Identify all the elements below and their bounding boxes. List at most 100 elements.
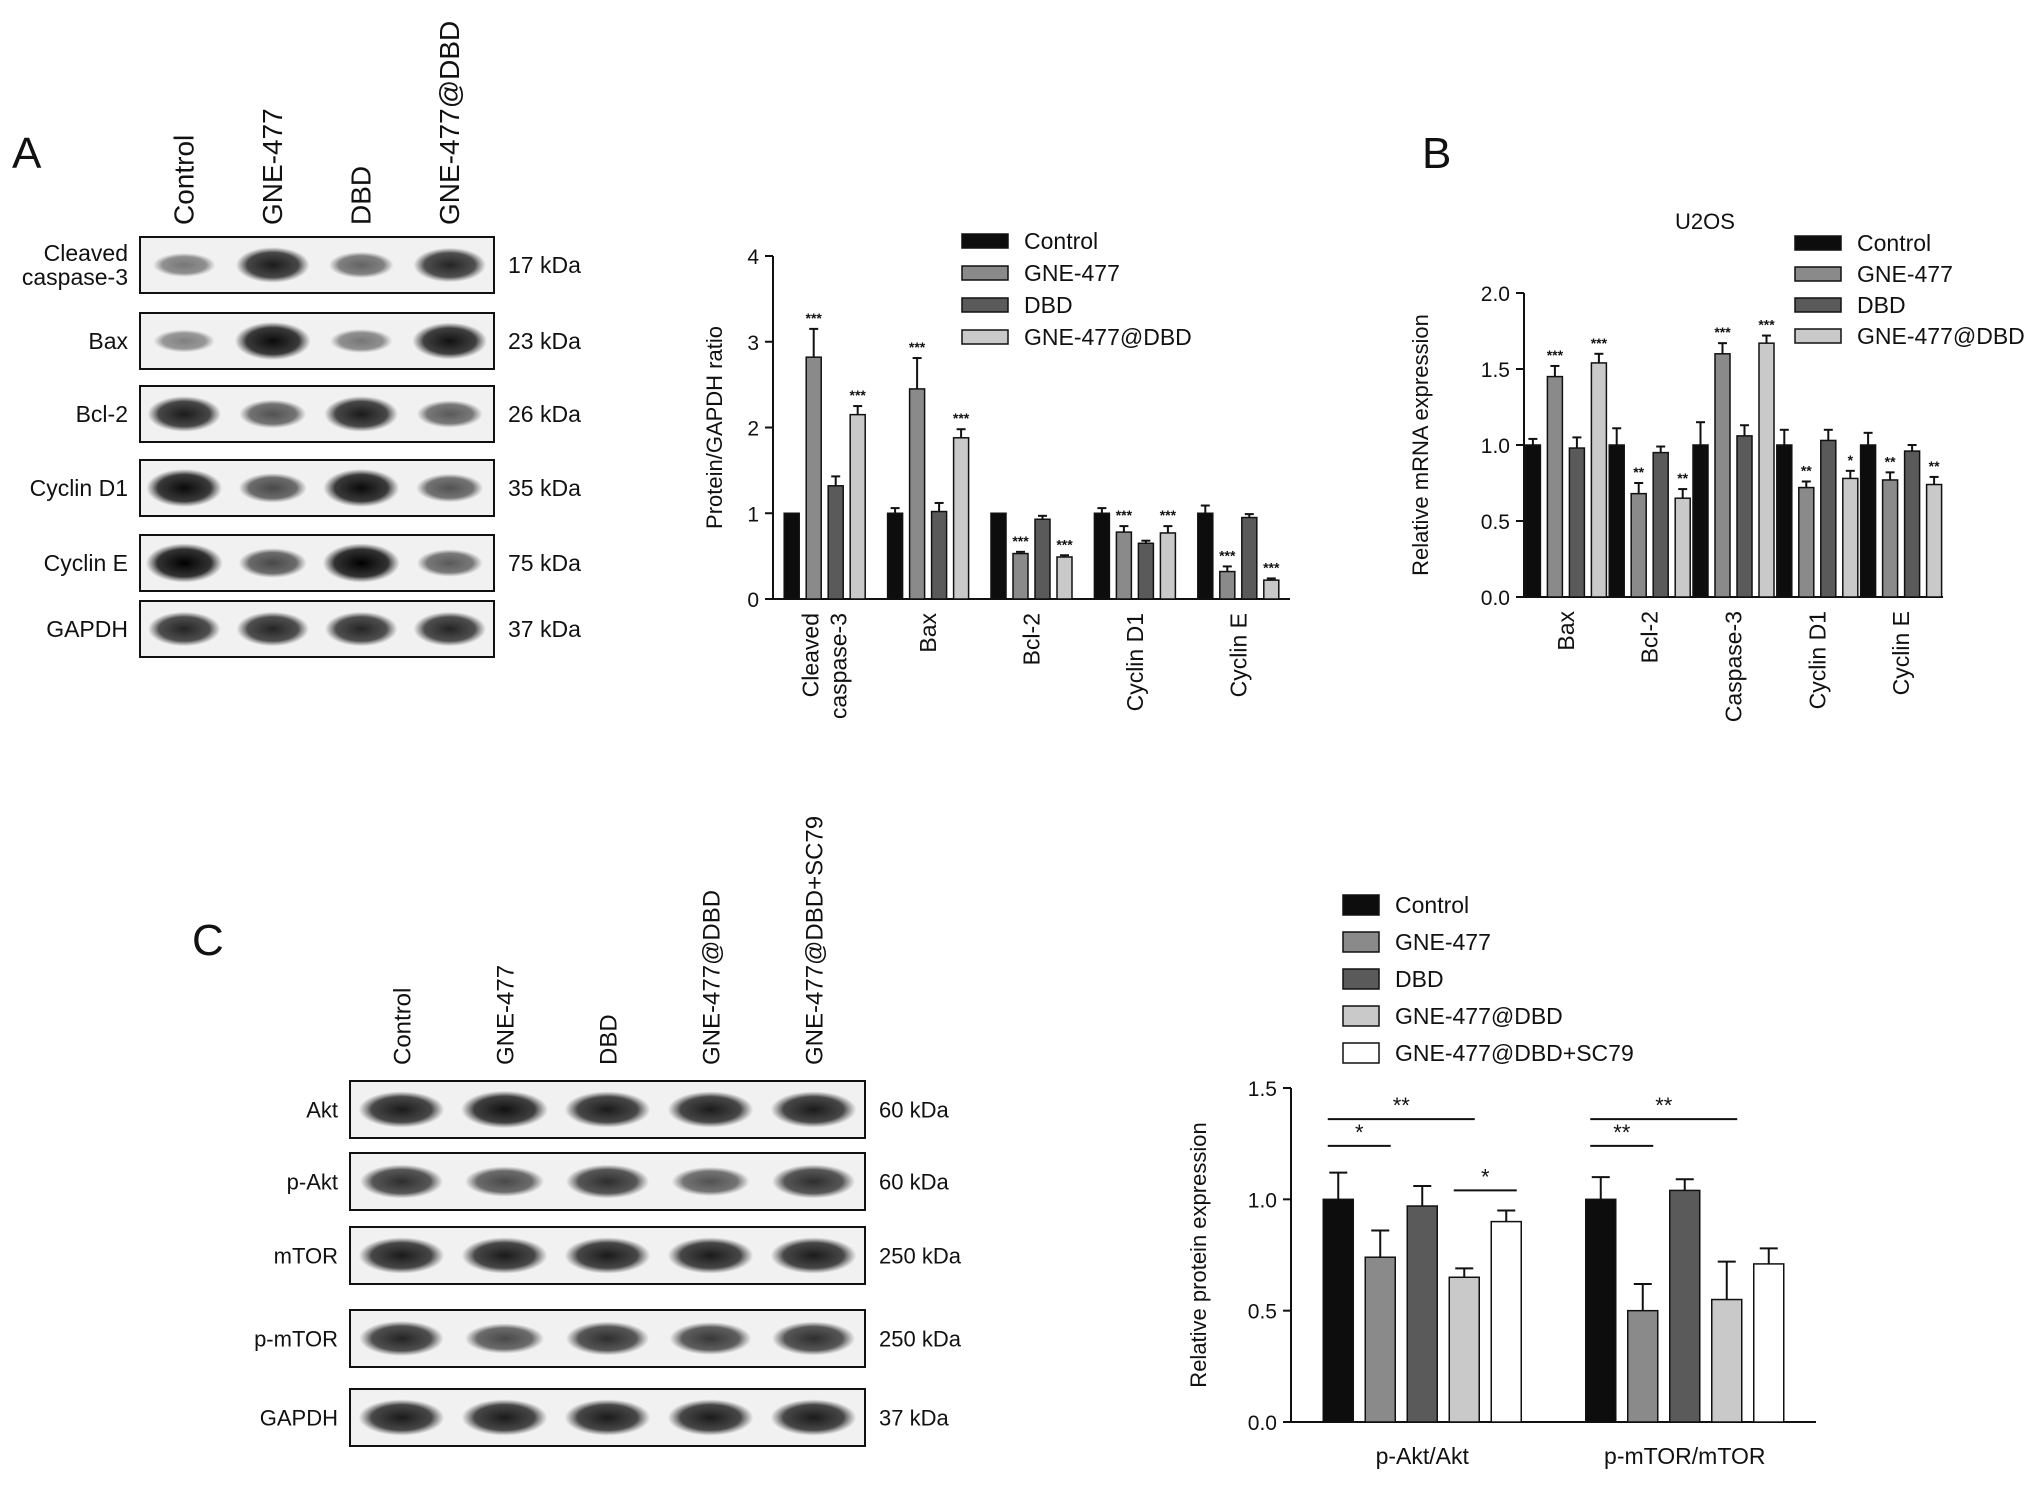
- significance-label: **: [1633, 464, 1644, 480]
- blot-band: [464, 1166, 545, 1197]
- bar-GNE-477@DBD: [1448, 1276, 1480, 1423]
- blot-kda-label: 17 kDa: [508, 252, 581, 278]
- blot-row-label: Cyclin D1: [30, 475, 128, 501]
- bar-GNE-477: [1881, 479, 1899, 598]
- legend-label: Control: [1395, 892, 1469, 918]
- significance-label: ***: [1591, 335, 1608, 351]
- blot-band: [358, 1091, 445, 1128]
- blot-band: [413, 247, 487, 283]
- bar-GNE-477@DBD: [1842, 477, 1859, 598]
- blot-lane-label: DBD: [596, 1014, 623, 1065]
- western-blot-a: Control GNE-477 DBD GNE-477@DBD Cleavedcaspa…: [22, 21, 581, 658]
- bar-Control: [783, 512, 800, 600]
- significance-label: **: [1801, 462, 1812, 478]
- legend-label: GNE-477: [1024, 260, 1120, 286]
- legend-label: DBD: [1024, 292, 1073, 318]
- legend-label: GNE-477@DBD+SC79: [1395, 1040, 1634, 1066]
- bracket-label: **: [1655, 1093, 1673, 1118]
- bar-GNE-477@DBD: [1674, 497, 1691, 598]
- y-tick-label: 1: [747, 503, 759, 526]
- legend-swatch: [1794, 235, 1842, 251]
- bar-GNE-477@DBD+SC79: [1490, 1220, 1522, 1423]
- legend-swatch: [1342, 931, 1380, 953]
- legend-swatch: [1794, 266, 1842, 282]
- blot-kda-label: 250 kDa: [879, 1244, 962, 1269]
- blot-band: [771, 1164, 856, 1199]
- y-tick-label: 1.0: [1248, 1189, 1277, 1212]
- blot-band: [145, 543, 223, 583]
- bar-GNE-477@DBD: [849, 413, 866, 600]
- bar-GNE-477: [1219, 570, 1236, 600]
- bar-GNE-477: [805, 356, 822, 600]
- bar-GNE-477@DBD+SC79: [1753, 1263, 1785, 1423]
- x-category-label: Cleaved: [798, 613, 824, 697]
- significance-label: **: [1677, 470, 1688, 486]
- significance-label: **: [1929, 458, 1940, 474]
- x-category-label: Cyclin E: [1888, 611, 1914, 695]
- bracket-label: **: [1613, 1120, 1631, 1145]
- blot-band: [239, 399, 307, 429]
- bar-Control: [1322, 1198, 1354, 1423]
- bar-GNE-477: [1798, 486, 1815, 598]
- significance-label: ***: [909, 339, 926, 355]
- blot-band: [235, 247, 310, 283]
- blot-lane-label: GNE-477@DBD: [699, 890, 726, 1065]
- blot-kda-label: 23 kDa: [508, 328, 581, 354]
- bar-GNE-477@DBD: [1263, 579, 1280, 600]
- bar-GNE-477: [1546, 375, 1564, 598]
- blot-row-label: p-Akt: [287, 1170, 338, 1195]
- bar-DBD: [1241, 516, 1258, 600]
- blot-lane-label: GNE-477: [493, 965, 520, 1065]
- bar-GNE-477: [1364, 1256, 1396, 1423]
- bar-GNE-477@DBD: [952, 437, 970, 600]
- bracket-label: *: [1481, 1164, 1490, 1189]
- blot-band: [461, 1399, 548, 1436]
- blot-band: [667, 1399, 754, 1436]
- legend-label: DBD: [1395, 966, 1444, 992]
- blot-band: [416, 400, 483, 428]
- x-category-label: Bax: [1553, 611, 1579, 651]
- blot-band: [359, 1320, 444, 1357]
- blot-band: [770, 1399, 857, 1436]
- bar-DBD: [1568, 447, 1586, 598]
- blot-band: [153, 329, 216, 353]
- blot-band: [770, 1091, 857, 1128]
- blot-band: [565, 1321, 650, 1356]
- legend-swatch: [961, 297, 1009, 313]
- bar-GNE-477: [908, 388, 926, 600]
- blot-band: [771, 1321, 856, 1356]
- blot-row-label: caspase-3: [22, 264, 128, 290]
- y-tick-label: 1.5: [1248, 1078, 1277, 1101]
- significance-label: ***: [1263, 559, 1280, 575]
- blot-band: [329, 329, 393, 353]
- y-tick-label: 2: [747, 418, 759, 441]
- y-axis-label: Protein/GAPDH ratio: [702, 326, 727, 529]
- blot-band: [464, 1323, 545, 1354]
- blot-lane-label: Control: [390, 988, 417, 1065]
- x-category-label: caspase-3: [826, 613, 852, 719]
- blot-lane-label: GNE-477: [257, 108, 288, 225]
- blot-band: [236, 611, 310, 647]
- x-category-label: Cyclin E: [1225, 613, 1251, 697]
- blot-lane-label: GNE-477@DBD: [434, 21, 465, 225]
- bar-GNE-477: [1115, 531, 1133, 600]
- blot-lane-label: DBD: [345, 166, 376, 225]
- blot-band: [324, 396, 399, 432]
- blot-band: [322, 543, 400, 583]
- x-category-label: Bax: [915, 613, 941, 653]
- bar-DBD: [1820, 439, 1837, 598]
- y-tick-label: 1.5: [1481, 359, 1510, 382]
- y-tick-label: 2.0: [1481, 283, 1510, 306]
- bar-DBD: [1406, 1205, 1438, 1423]
- bar-Control: [1093, 512, 1111, 600]
- blot-row-label: Cyclin E: [44, 550, 128, 576]
- bar-DBD: [1903, 450, 1921, 598]
- bar-chart-a: 0 1 2 3 4 Protein/GAPDH ratio *** *** Cleaved cas…: [702, 228, 1290, 719]
- blot-row-label: Cleaved: [44, 240, 128, 266]
- blot-band: [146, 468, 223, 508]
- significance-label: ***: [1056, 536, 1073, 552]
- blot-band: [413, 611, 487, 647]
- bar-DBD: [930, 510, 948, 600]
- legend-swatch: [1342, 968, 1380, 990]
- western-blot-c: Control GNE-477 DBD GNE-477@DBD GNE-477@DBD+…: [254, 816, 962, 1447]
